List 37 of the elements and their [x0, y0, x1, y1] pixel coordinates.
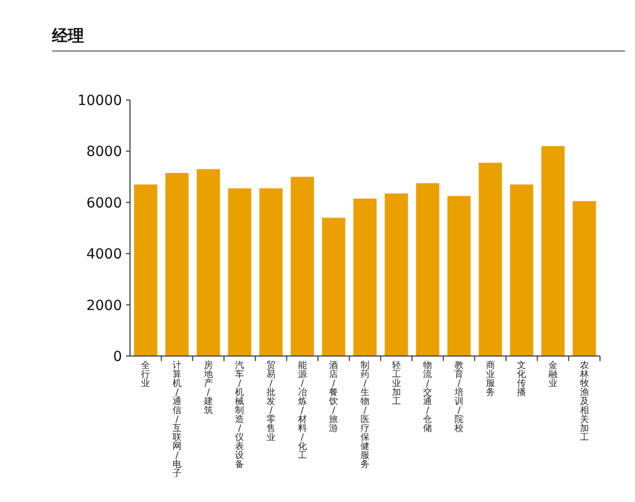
bar: [510, 184, 534, 356]
x-tick-label: 房地产/建筑: [202, 360, 213, 416]
x-tick-label: 酒店/餐饮/旅游: [328, 360, 338, 434]
bar: [353, 198, 377, 356]
y-tick-label: 6000: [86, 195, 122, 212]
category-label: 能源/冶炼/材料/化工: [298, 361, 307, 461]
x-tick-label: 轻工业加工: [392, 360, 401, 407]
y-tick-label: 2000: [86, 298, 122, 314]
x-tick-label: 教育/培训/院校: [454, 360, 464, 434]
y-tick-label: 8000: [86, 144, 122, 160]
x-tick-label: 商业服务: [486, 360, 495, 398]
bar: [134, 184, 158, 356]
bar: [228, 188, 252, 356]
bar: [384, 193, 408, 356]
x-tick-label: 文化传播: [517, 360, 526, 398]
bar: [165, 172, 189, 356]
bar: [447, 196, 471, 356]
x-tick-label: 金融业: [548, 360, 558, 389]
y-tick-label: 10000: [77, 93, 122, 109]
category-label: 汽车/机械制造/仪表设备: [235, 361, 244, 470]
bar: [259, 188, 283, 356]
category-label: 农林牧渔及相关加工: [580, 361, 589, 443]
category-label: 计算机/通信/互联网/电子: [172, 361, 182, 479]
bar: [290, 176, 314, 356]
bar: [196, 169, 220, 356]
chart-title: 经理: [51, 26, 84, 45]
category-label: 贸易/批发/零售业: [266, 361, 276, 443]
bar: [478, 162, 502, 356]
y-tick-label: 0: [113, 349, 122, 365]
bar: [541, 146, 565, 356]
bar: [416, 183, 440, 356]
bar: [322, 218, 346, 356]
bar: [572, 201, 596, 356]
category-label: 制药/生物/医疗保健服务: [360, 361, 370, 470]
x-tick-label: 物流/交通/仓储: [423, 360, 432, 434]
x-tick-label: 全行业: [141, 360, 150, 389]
y-tick-label: 4000: [86, 246, 122, 263]
